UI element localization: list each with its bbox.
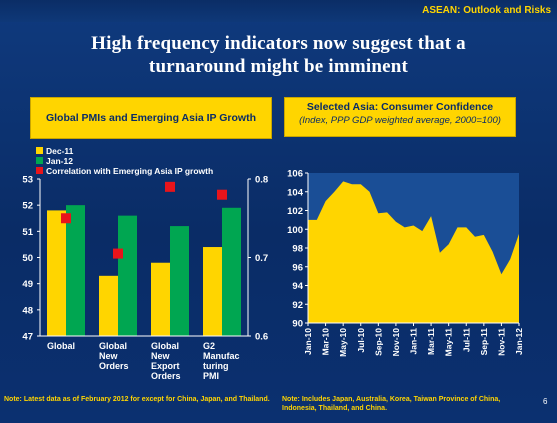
y-tick-label: 49 [22,279,33,290]
x-tick-label: New [151,351,171,361]
bar-dec-11 [47,210,66,336]
pmi-bar-chart: Global GlobalNewOrdersGlobalNewExportOrde… [22,146,268,381]
x-tick-label: Orders [151,371,181,381]
legend-swatch [36,157,43,164]
legend-label: Dec-11 [46,146,74,156]
top-bar [0,0,557,22]
x-tick-label: Jul-11 [461,328,471,352]
correlation-marker [165,181,175,192]
y-tick-label: 104 [287,187,304,198]
confidence-area [308,181,519,323]
x-tick-label: Global [99,341,127,351]
legend-label: Correlation with Emerging Asia IP growth [46,166,213,176]
right-chart-subtitle: (Index, PPP GDP weighted average, 2000=1… [299,115,501,126]
slide-title: High frequency indicators now suggest th… [0,32,557,78]
x-tick-label: Sep-10 [373,328,383,356]
x-tick-label: Nov-11 [496,328,506,356]
x-tick-label: Manufac [203,351,240,361]
left-chart-title-box: Global PMIs and Emerging Asia IP Growth [30,97,272,139]
y2-tick-label: 0.6 [255,332,268,343]
header-label: ASEAN: Outlook and Risks [422,5,551,16]
bar-jan-12 [118,215,137,336]
y-tick-label: 52 [22,201,33,212]
left-footnote: Note: Latest data as of February 2012 fo… [4,396,270,403]
right-footnote: Note: Includes Japan, Australia, Korea, … [282,396,501,412]
x-tick-label: Global [47,341,75,351]
x-tick-label: May-10 [338,328,348,357]
left-chart-title: Global PMIs and Emerging Asia IP Growth [45,112,257,124]
slide-title-line-1: High frequency indicators now suggest th… [91,33,466,54]
x-tick-label: Jan-11 [409,328,419,355]
correlation-marker [217,189,227,200]
x-tick-label: G2 [203,341,215,351]
y-tick-label: 92 [292,300,303,311]
x-tick-label: Orders [99,361,129,371]
correlation-marker [113,248,123,259]
legend-swatch [36,167,43,174]
right-chart-title-box: Selected Asia: Consumer Confidence (Inde… [284,97,516,137]
x-tick-label: Mar-10 [321,328,331,356]
x-tick-label: Mar-11 [426,328,436,355]
legend-swatch [36,147,43,154]
x-tick-label: New [99,351,119,361]
x-tick-label: May-11 [444,328,454,357]
bar-jan-12 [222,207,241,336]
y-tick-label: 50 [22,253,33,264]
y-tick-label: 96 [292,262,303,273]
slide-title-line-2: turnaround might be imminent [148,56,409,77]
x-tick-label: PMI [203,371,219,381]
y-tick-label: 102 [287,206,303,217]
legend-label: Jan-12 [46,156,73,166]
x-tick-label: Nov-10 [391,328,401,357]
y-tick-label: 100 [287,225,303,236]
x-tick-label: turing [203,361,229,371]
bar-jan-12 [170,226,189,336]
x-tick-label: Jul-10 [356,328,366,353]
bar-dec-11 [151,262,170,336]
correlation-marker [61,213,71,224]
right-chart-title: Selected Asia: Consumer Confidence [306,101,494,113]
y-tick-label: 51 [22,227,33,238]
bar-jan-12 [66,205,85,336]
y-tick-label: 94 [292,281,303,292]
y-tick-label: 98 [292,244,303,255]
y-tick-label: 48 [22,305,33,316]
x-tick-label: Jan-10 [303,328,313,355]
x-tick-label: Jan-12 [514,328,524,355]
bar-dec-11 [203,247,222,336]
y-tick-label: 47 [22,332,33,343]
y2-tick-label: 0.7 [255,253,268,264]
x-tick-label: Global [151,341,179,351]
y-tick-label: 53 [22,175,33,186]
y-tick-label: 90 [292,319,303,330]
y2-tick-label: 0.8 [255,175,268,186]
bar-dec-11 [99,275,118,336]
x-tick-label: Sep-11 [479,328,489,356]
consumer-confidence-area-chart: 90 92 94 96 98 100 102 104 106 Jan-10 Mar-10 May-10… [287,169,524,357]
page-number: 6 [543,397,548,406]
x-tick-label: Export [151,361,180,371]
y-tick-label: 106 [287,169,303,180]
